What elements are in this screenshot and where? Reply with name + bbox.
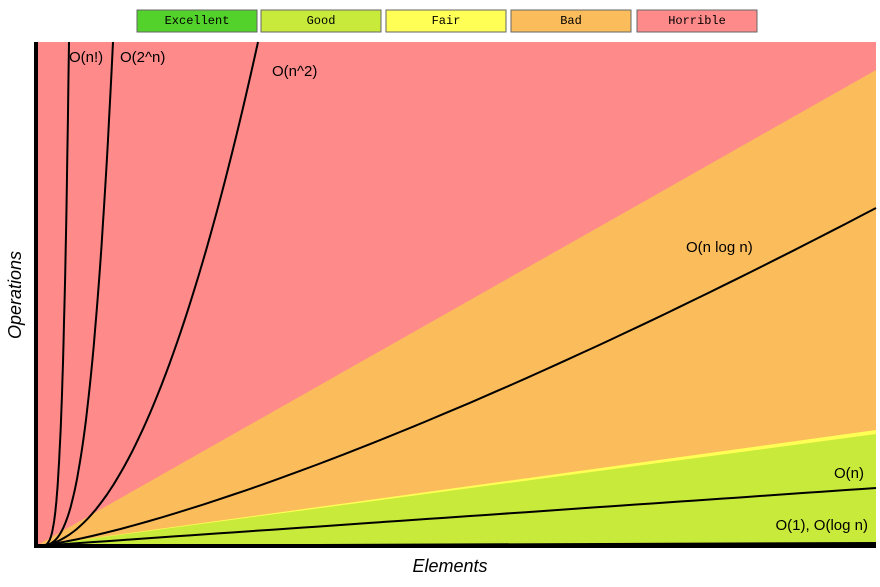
- legend-label: Fair: [432, 14, 461, 28]
- curve-label: O(1), O(log n): [775, 517, 868, 534]
- legend: Excellent Good Fair Bad Horrible: [136, 9, 758, 33]
- curve-quadratic: [35, 41, 259, 547]
- y-axis-label: Operations: [5, 251, 25, 339]
- curve-label: O(n): [834, 465, 864, 482]
- bad-region: [36, 70, 876, 546]
- legend-label: Good: [307, 14, 336, 28]
- legend-swatch: [636, 9, 758, 33]
- legend-swatch: [136, 9, 258, 33]
- legend-label: Excellent: [165, 14, 230, 28]
- curve-linear: [35, 487, 877, 547]
- legend-swatch: [385, 9, 507, 33]
- legend-label: Horrible: [668, 14, 726, 28]
- curve-label: O(n log n): [686, 239, 753, 256]
- x-axis-label: Elements: [412, 556, 487, 576]
- curve-label: O(2^n): [120, 49, 165, 66]
- legend-swatch: [260, 9, 382, 33]
- curve-label: O(n!): [69, 49, 103, 66]
- curve-label: O(n^2): [272, 63, 317, 80]
- legend-swatch: [510, 9, 632, 33]
- curve-nlogn: [35, 207, 877, 547]
- legend-label: Bad: [560, 14, 582, 28]
- good-region: [36, 434, 876, 546]
